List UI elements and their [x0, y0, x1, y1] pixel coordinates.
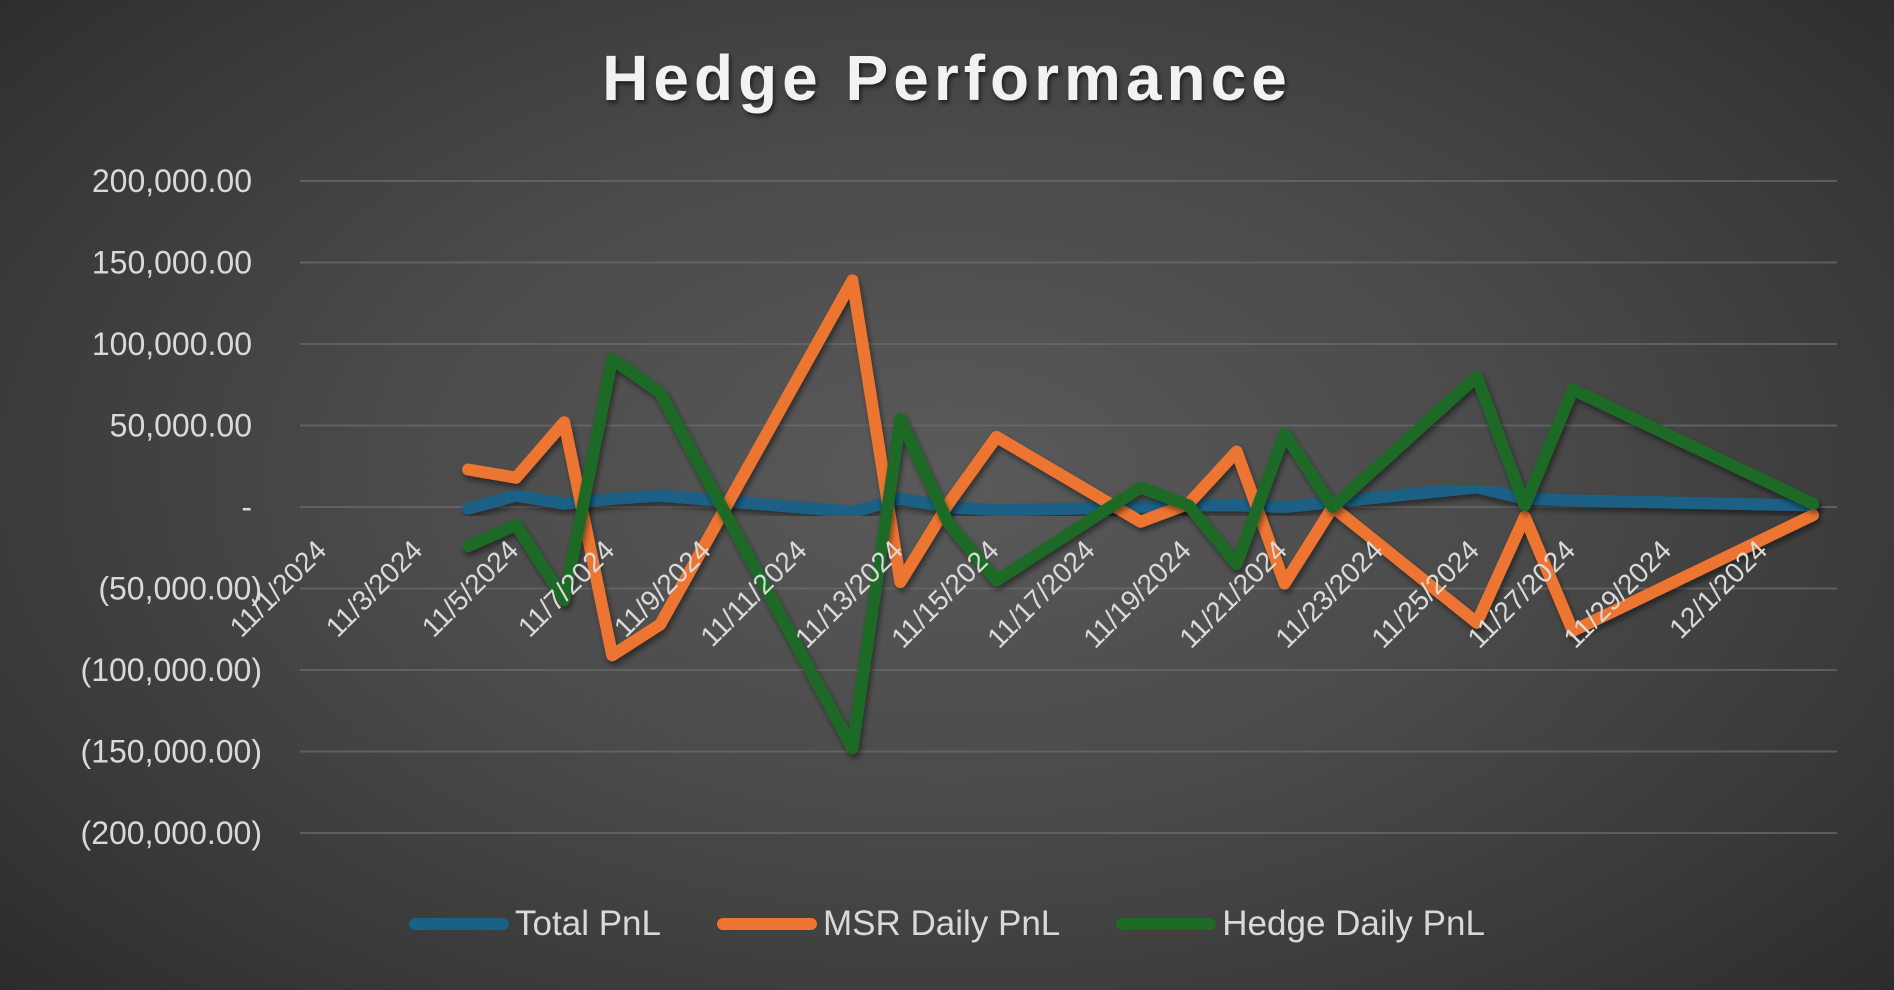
legend-item-total-pnl[interactable]: Total PnL — [409, 904, 661, 944]
legend: Total PnL MSR Daily PnL Hedge Daily PnL — [0, 898, 1894, 950]
legend-label-total-pnl: Total PnL — [515, 904, 661, 943]
y-axis-labels: 200,000.00 150,000.00 100,000.00 50,000.00 -… — [81, 163, 262, 851]
y-tick-label: 100,000.00 — [92, 326, 252, 362]
legend-swatch-msr-daily-pnl — [716, 918, 817, 930]
legend-swatch-total-pnl — [409, 918, 510, 930]
y-tick-label: - — [241, 489, 252, 525]
legend-label-msr-daily-pnl: MSR Daily PnL — [822, 904, 1061, 943]
x-axis-labels: 11/1/202411/3/202411/5/202411/7/202411/9… — [224, 534, 1773, 654]
series-line-hedge-daily-pnl[interactable] — [462, 352, 1819, 755]
legend-item-msr-daily-pnl[interactable]: MSR Daily PnL — [716, 904, 1061, 944]
y-tick-label: 50,000.00 — [110, 408, 252, 444]
y-tick-label: (200,000.00) — [81, 815, 262, 851]
chart-title: Hedge Performance — [602, 42, 1292, 114]
y-tick-label: (150,000.00) — [81, 734, 262, 770]
legend-item-hedge-daily-pnl[interactable]: Hedge Daily PnL — [1116, 904, 1485, 944]
legend-label-hedge-daily-pnl: Hedge Daily PnL — [1222, 904, 1485, 943]
legend-swatch-hedge-daily-pnl — [1116, 918, 1217, 930]
y-tick-label: (50,000.00) — [98, 571, 262, 607]
y-tick-label: (100,000.00) — [81, 652, 262, 688]
y-tick-label: 150,000.00 — [92, 245, 252, 281]
series-lines — [462, 274, 1819, 755]
series-line-total-pnl[interactable] — [462, 481, 1819, 518]
series-line-msr-daily-pnl[interactable] — [462, 274, 1819, 662]
y-tick-label: 200,000.00 — [92, 163, 252, 199]
